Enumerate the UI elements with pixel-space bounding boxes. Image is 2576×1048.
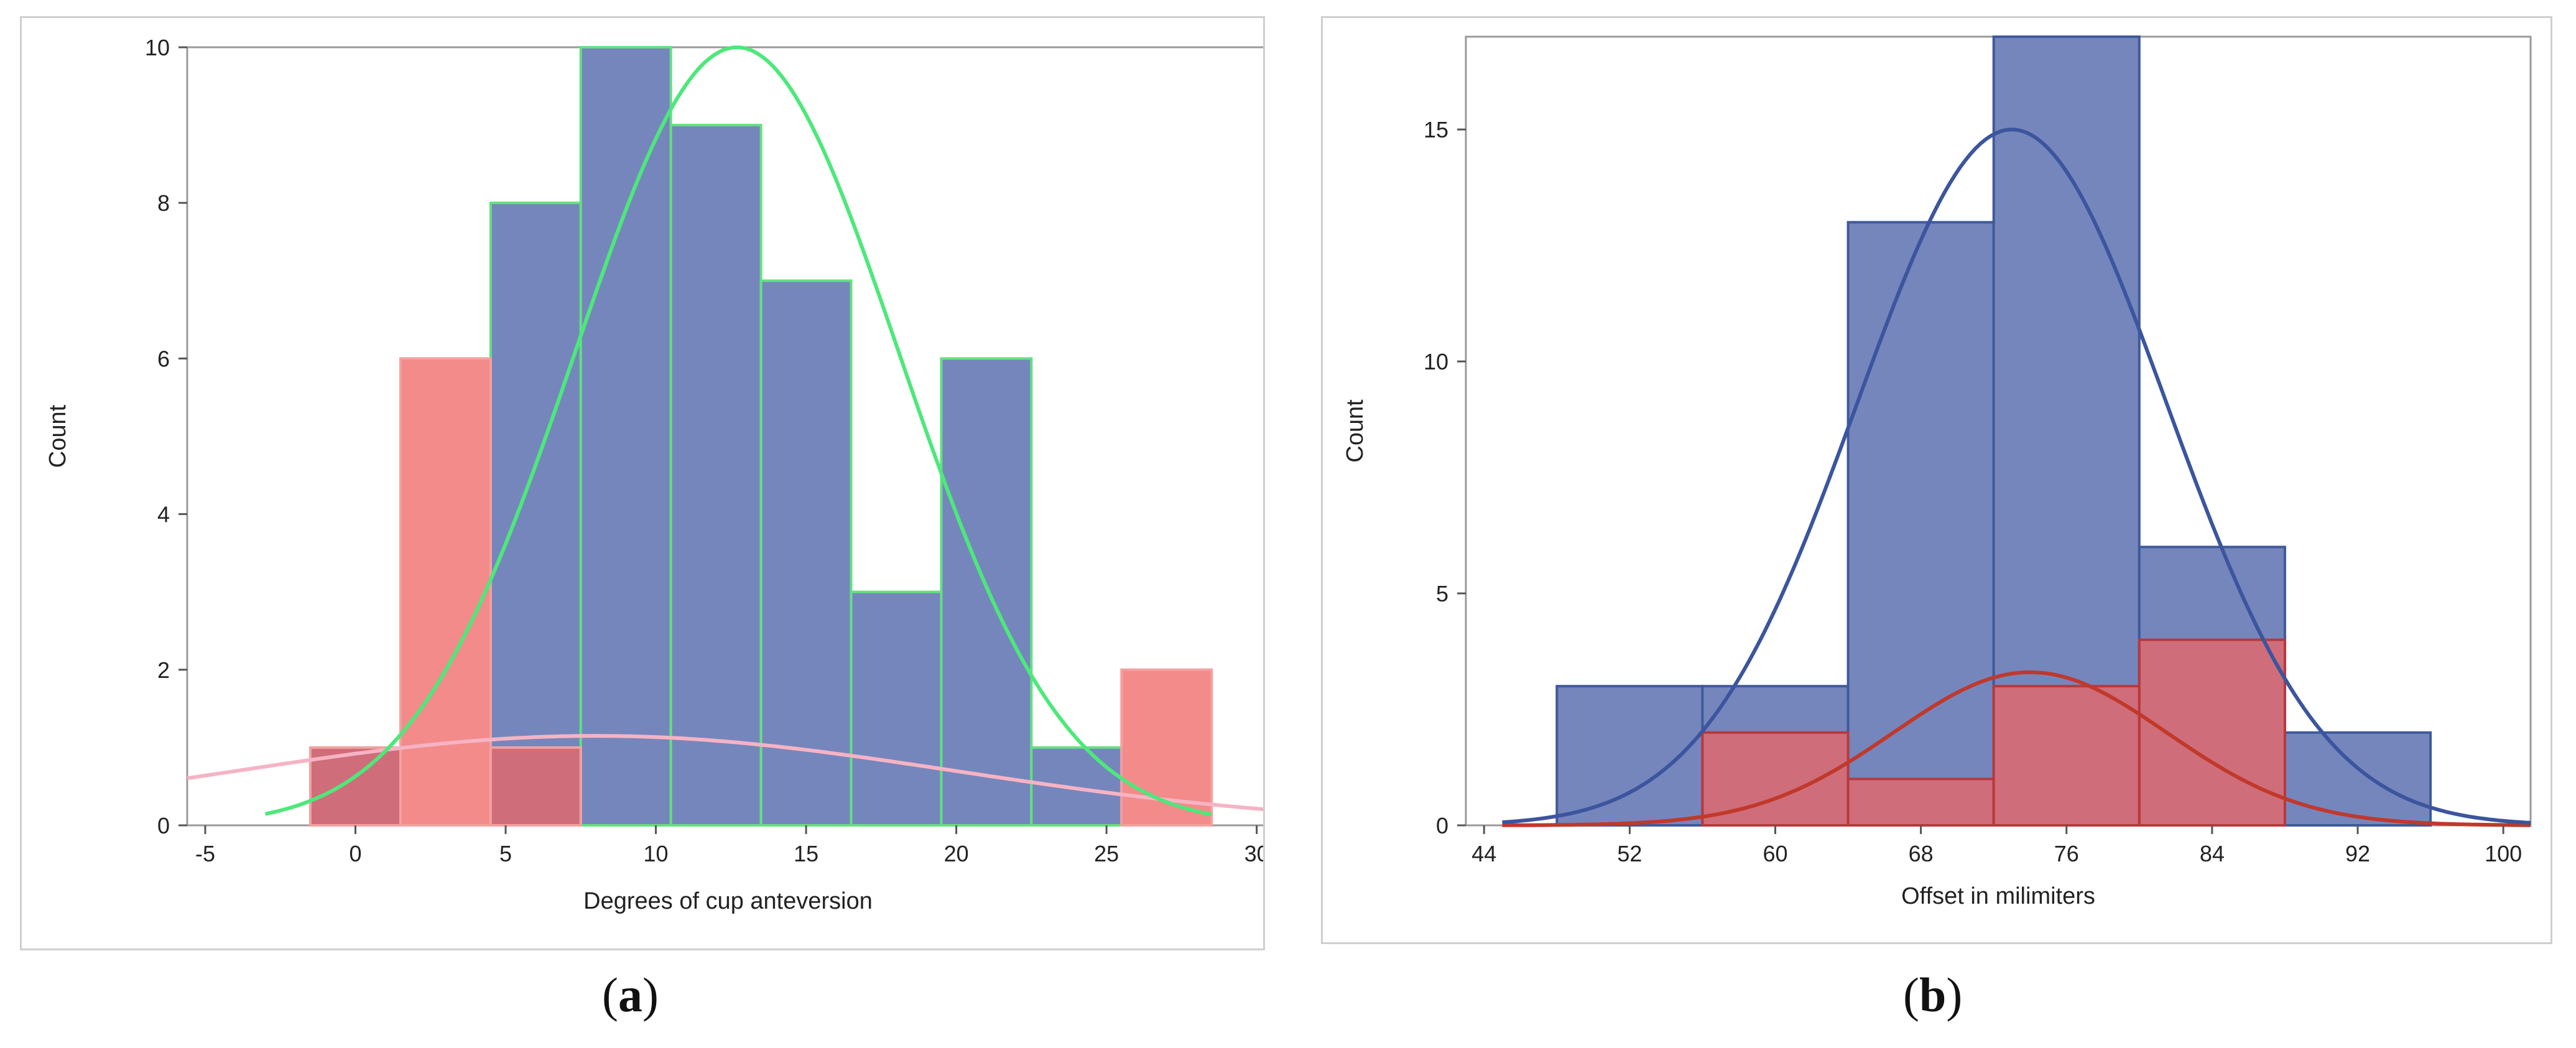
- histogram-bar-red: [489, 746, 582, 827]
- density-curve-blue: [1502, 128, 2531, 825]
- subcaption-a: (a): [602, 967, 659, 1023]
- x-tick-label: 44: [1471, 841, 1496, 866]
- histogram-bar-red: [399, 357, 492, 827]
- density-curve-red: [187, 734, 1269, 812]
- y-tick-label: 10: [1424, 349, 1448, 374]
- x-tick-label: 52: [1617, 841, 1642, 866]
- caption-letter-b: b: [1919, 968, 1947, 1022]
- histogram-bar-blue: [1030, 746, 1123, 827]
- histogram-bar-blue: [759, 279, 853, 827]
- histogram-bar-blue: [2283, 731, 2432, 827]
- y-tick-label: 0: [157, 813, 170, 838]
- x-tick-label: 60: [1763, 841, 1787, 866]
- caption-close-paren: ): [642, 968, 659, 1022]
- subcaption-b: (b): [1903, 967, 1962, 1023]
- density-curve-blue: [264, 45, 1212, 817]
- histogram-bar-blue: [940, 357, 1033, 827]
- histogram-bar-blue: [1846, 221, 1995, 827]
- x-tick-label: 0: [349, 841, 361, 866]
- caption-letter-a: a: [618, 968, 642, 1022]
- x-tick-label: 5: [499, 841, 512, 866]
- y-tick-label: 0: [1436, 813, 1448, 838]
- x-axis-label: Offset in milimiters: [1901, 883, 2095, 909]
- x-tick-label: 100: [2485, 841, 2522, 866]
- caption-close-paren: ): [1946, 968, 1963, 1022]
- caption-open-paren: (: [602, 968, 618, 1022]
- histogram-bar-red: [2138, 638, 2286, 827]
- y-axis-label: Count: [1342, 399, 1368, 463]
- x-tick-label: 15: [794, 841, 818, 866]
- caption-open-paren: (: [1903, 968, 1919, 1022]
- y-tick-label: 15: [1424, 117, 1448, 142]
- histogram-b: 44 52 60 68 76 84 92 100 0 5 10 15 Offset in milimit…: [1342, 35, 2532, 909]
- x-tick-label: -5: [195, 841, 215, 866]
- y-tick-label: 8: [157, 190, 170, 216]
- y-tick-label: 10: [145, 35, 170, 60]
- x-tick-label: 84: [2200, 841, 2225, 866]
- y-tick-label: 2: [157, 657, 170, 683]
- histogram-bar-blue: [669, 124, 762, 827]
- chart-panel-a: -5 0 5 10 15 20 25 30 0 2 4 6 8 10 Degrees of cup ante…: [20, 16, 1270, 950]
- x-tick-label: 92: [2345, 841, 2370, 866]
- density-curve-red: [1502, 670, 2531, 827]
- x-tick-label: 10: [644, 841, 669, 866]
- histogram-bar-blue: [579, 46, 672, 827]
- y-tick-label: 6: [157, 346, 170, 371]
- histogram-bar-blue: [850, 590, 943, 827]
- y-axis-label: Count: [45, 404, 71, 468]
- y-tick-label: 5: [1436, 581, 1448, 606]
- histogram-bar-blue: [1555, 685, 1704, 827]
- x-tick-label: 68: [1909, 841, 1934, 866]
- histogram-bar-blue: [489, 202, 582, 827]
- histogram-bar-red: [1992, 685, 2141, 827]
- histogram-bar-red: [1701, 731, 1850, 827]
- y-tick-label: 4: [157, 502, 170, 527]
- histogram-a: -5 0 5 10 15 20 25 30 0 2 4 6 8 10 Degrees of cup ante…: [45, 35, 1270, 914]
- chart-panel-b: 44 52 60 68 76 84 92 100 0 5 10 15 Offset in milimit…: [1321, 16, 2552, 944]
- histogram-bar-red: [1846, 777, 1995, 827]
- x-tick-label: 76: [2054, 841, 2079, 866]
- x-tick-label: 25: [1094, 841, 1119, 866]
- x-tick-label: 20: [944, 841, 969, 866]
- x-tick-label: 30: [1244, 841, 1263, 866]
- x-axis-label: Degrees of cup anteversion: [583, 888, 873, 914]
